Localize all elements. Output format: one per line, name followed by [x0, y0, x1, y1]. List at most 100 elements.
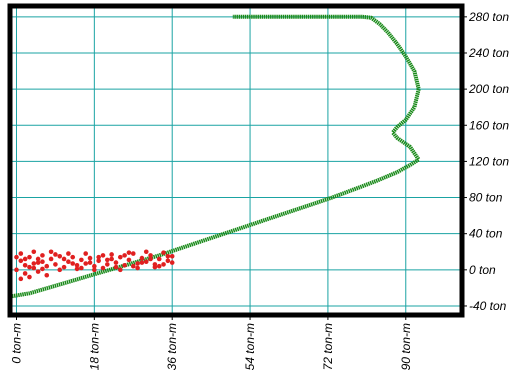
- data-point: [87, 255, 93, 261]
- data-point: [100, 265, 106, 271]
- data-point: [35, 260, 41, 265]
- y-tick-label: 200 ton: [468, 82, 509, 96]
- series-layer: [7, 14, 421, 299]
- data-point: [14, 267, 19, 273]
- data-point: [27, 254, 32, 260]
- data-point: [117, 254, 123, 260]
- data-point: [109, 256, 114, 262]
- data-point: [139, 255, 145, 261]
- data-point: [130, 263, 136, 269]
- data-point: [83, 261, 88, 266]
- data-point: [109, 252, 114, 257]
- data-point: [126, 257, 132, 263]
- data-point: [66, 251, 71, 256]
- data-point: [18, 258, 24, 264]
- data-point: [87, 260, 93, 265]
- data-point: [48, 256, 54, 262]
- data-point: [22, 271, 28, 276]
- data-point: [143, 249, 149, 255]
- data-point: [53, 262, 58, 267]
- data-point: [113, 260, 119, 265]
- data-point: [74, 263, 80, 268]
- data-point: [113, 264, 119, 270]
- data-point: [161, 262, 166, 267]
- data-point: [40, 266, 45, 272]
- data-point: [148, 256, 153, 262]
- y-tick-label: 40 ton: [469, 227, 503, 241]
- x-tick-label: 90 ton-m: [399, 323, 413, 370]
- data-point: [152, 264, 158, 270]
- data-point: [96, 254, 101, 260]
- data-point: [18, 276, 24, 282]
- y-tick-label: 160 ton: [469, 118, 509, 132]
- x-tick-labels: 0 ton-m 18 ton-m 36 ton-m 54 ton-m 72 ton-m 9…: [9, 323, 412, 370]
- y-tick-label: 120 ton: [469, 154, 509, 168]
- data-point: [35, 269, 41, 274]
- data-point: [31, 265, 37, 271]
- data-point: [70, 261, 76, 266]
- y-tick-label: 280 ton: [468, 10, 509, 24]
- data-point: [148, 253, 153, 258]
- data-point: [79, 257, 84, 263]
- plot-frame: [7, 3, 465, 318]
- data-point: [48, 249, 54, 255]
- data-point: [161, 250, 166, 255]
- data-point: [79, 265, 84, 271]
- data-point: [92, 267, 97, 273]
- data-point: [156, 263, 162, 269]
- data-point: [92, 263, 97, 269]
- data-point: [61, 264, 67, 270]
- data-point: [22, 263, 28, 268]
- data-point: [100, 253, 106, 258]
- data-point: [156, 256, 162, 262]
- data-point: [18, 251, 24, 256]
- y-tick-label: 240 ton: [468, 46, 509, 60]
- data-point: [14, 254, 19, 260]
- data-point: [31, 261, 37, 266]
- data-point: [130, 251, 136, 256]
- data-point: [126, 250, 132, 255]
- data-point: [57, 253, 63, 259]
- data-point: [83, 251, 88, 256]
- data-point: [22, 256, 28, 262]
- data-point: [165, 258, 171, 264]
- series-line: [7, 14, 421, 299]
- data-point: [169, 260, 175, 265]
- data-point: [35, 256, 41, 262]
- data-point: [135, 261, 140, 266]
- x-tick-label: 54 ton-m: [243, 323, 257, 370]
- data-point: [27, 274, 32, 280]
- data-point: [57, 267, 63, 273]
- data-point: [40, 253, 45, 258]
- data-point: [165, 253, 171, 259]
- data-point: [61, 256, 67, 262]
- data-point: [122, 263, 127, 268]
- y-tick-label: -40 ton: [469, 299, 507, 313]
- y-tick-label: 80 ton: [469, 191, 503, 205]
- data-point: [105, 257, 110, 263]
- data-point: [117, 267, 123, 273]
- data-point: [70, 254, 76, 260]
- data-point: [44, 263, 50, 269]
- data-point: [143, 259, 149, 264]
- data-point: [40, 259, 45, 264]
- data-point: [44, 272, 50, 278]
- data-point: [53, 252, 58, 257]
- grid: [10, 6, 467, 320]
- x-tick-label: 0 ton-m: [9, 323, 23, 364]
- x-tick-label: 72 ton-m: [321, 323, 335, 370]
- y-tick-label: 0 ton: [469, 263, 496, 277]
- x-tick-label: 36 ton-m: [165, 323, 179, 370]
- data-point: [31, 249, 37, 255]
- data-point: [169, 253, 175, 259]
- data-point: [27, 264, 32, 270]
- data-point: [66, 259, 71, 264]
- data-point: [105, 262, 110, 267]
- data-point: [74, 266, 80, 272]
- x-tick-label: 18 ton-m: [87, 323, 101, 370]
- y-tick-labels: -40 ton 0 ton 40 ton 80 ton 120 ton 160 ton 20…: [468, 10, 509, 313]
- data-point: [135, 265, 140, 271]
- data-point: [139, 260, 145, 265]
- data-point: [122, 253, 127, 258]
